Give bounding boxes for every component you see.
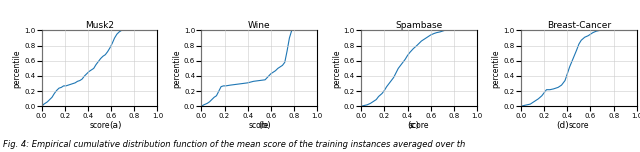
X-axis label: score: score	[409, 121, 429, 130]
X-axis label: score: score	[569, 121, 589, 130]
Y-axis label: percentile: percentile	[492, 49, 500, 88]
Y-axis label: percentile: percentile	[172, 49, 181, 88]
Y-axis label: percentile: percentile	[12, 49, 21, 88]
Text: (c): (c)	[408, 121, 420, 130]
Y-axis label: percentile: percentile	[332, 49, 341, 88]
Text: (a): (a)	[109, 121, 122, 130]
Text: (b): (b)	[259, 121, 271, 130]
Text: (d): (d)	[556, 121, 569, 130]
Title: Spambase: Spambase	[396, 21, 443, 30]
Title: Breast-Cancer: Breast-Cancer	[547, 21, 611, 30]
X-axis label: score: score	[89, 121, 109, 130]
Title: Musk2: Musk2	[85, 21, 114, 30]
Title: Wine: Wine	[248, 21, 271, 30]
Text: Fig. 4: Empirical cumulative distribution function of the mean score of the trai: Fig. 4: Empirical cumulative distributio…	[3, 140, 465, 149]
X-axis label: score: score	[249, 121, 269, 130]
